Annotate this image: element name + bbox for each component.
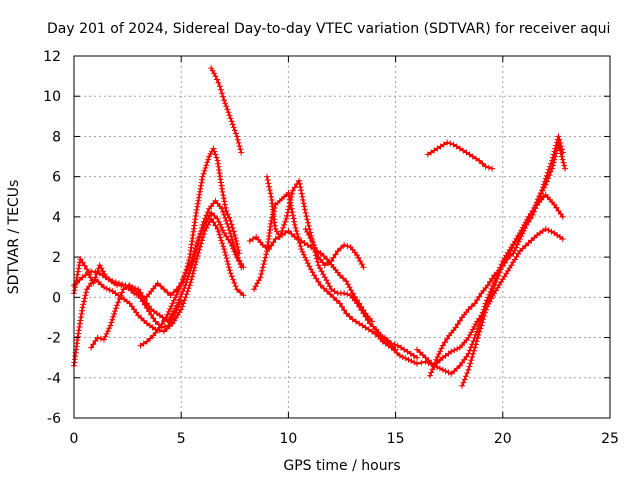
series-track-g — [246, 228, 375, 325]
x-tick-label: 25 — [601, 431, 619, 447]
y-tick-label: 10 — [43, 89, 61, 105]
y-tick-label: 8 — [52, 129, 61, 145]
y-tick-label: 4 — [52, 210, 61, 226]
series-track-n — [459, 133, 566, 389]
y-tick-label: 12 — [43, 49, 61, 65]
y-tick-label: -2 — [47, 331, 61, 347]
series-track-h — [251, 189, 420, 361]
y-tick-label: -4 — [47, 371, 61, 387]
series-line — [304, 227, 365, 269]
series-track-b — [71, 197, 245, 325]
series-layer — [71, 65, 568, 389]
series-track-k — [371, 226, 566, 369]
series-track-o — [424, 139, 496, 172]
y-tick-label: -6 — [47, 411, 61, 427]
series-track-f — [208, 65, 245, 156]
y-axis-title: SDTVAR / TECUs — [6, 180, 22, 295]
y-tick-label: 0 — [52, 290, 61, 306]
series-markers — [424, 139, 496, 172]
series-line — [253, 191, 419, 359]
x-tick-label: 5 — [177, 431, 186, 447]
series-markers — [71, 215, 247, 369]
x-tick-label: 15 — [387, 431, 405, 447]
series-track-c — [71, 215, 247, 369]
x-tick-label: 20 — [494, 431, 512, 447]
series-track-e — [137, 209, 247, 349]
plot-frame — [73, 55, 611, 419]
chart-title: Day 201 of 2024, Sidereal Day-to-day VTE… — [47, 21, 610, 37]
x-axis-title: GPS time / hours — [283, 458, 400, 474]
series-markers — [71, 197, 245, 325]
x-tick-label: 0 — [70, 431, 79, 447]
y-tick-label: 2 — [52, 250, 61, 266]
series-markers — [251, 189, 420, 361]
grid-layer — [74, 56, 610, 418]
series-markers — [208, 65, 245, 156]
x-tick-label: 10 — [279, 431, 297, 447]
series-track-j — [302, 226, 367, 271]
y-tick-label: 6 — [52, 170, 61, 186]
series-line — [72, 217, 245, 367]
series-track-i — [264, 173, 399, 353]
